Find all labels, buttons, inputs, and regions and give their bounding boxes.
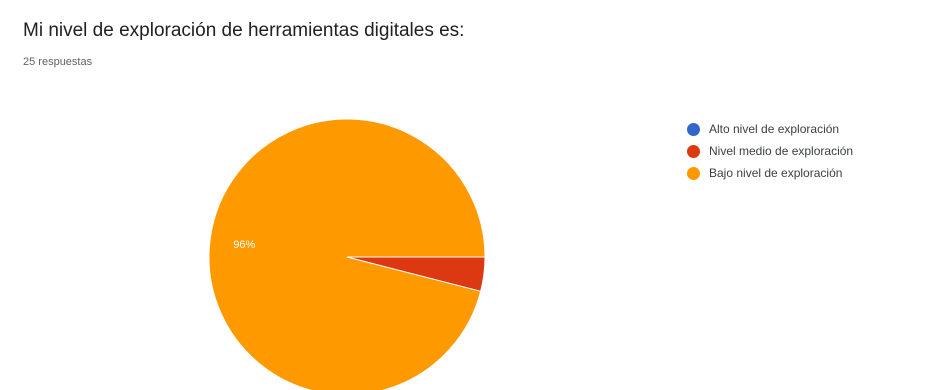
legend-item: Alto nivel de exploración (687, 120, 853, 138)
legend-swatch (687, 144, 700, 158)
pie-slice (208, 118, 486, 390)
legend-swatch (687, 122, 700, 136)
legend-label: Bajo nivel de exploración (709, 166, 843, 180)
chart-legend: Alto nivel de exploración Nivel medio de … (687, 120, 853, 186)
pie-slices (208, 118, 486, 390)
page-title: Mi nivel de exploración de herramientas … (23, 20, 465, 41)
legend-swatch (687, 166, 700, 180)
pie-slice-label: 96% (233, 239, 255, 251)
legend-label: Alto nivel de exploración (709, 122, 840, 136)
response-count: 25 respuestas (23, 56, 93, 68)
legend-item: Nivel medio de exploración (687, 142, 853, 160)
pie-slice-labels: 96% (233, 239, 255, 251)
legend-item: Bajo nivel de exploración (687, 164, 853, 182)
legend-label: Nivel medio de exploración (709, 144, 854, 158)
